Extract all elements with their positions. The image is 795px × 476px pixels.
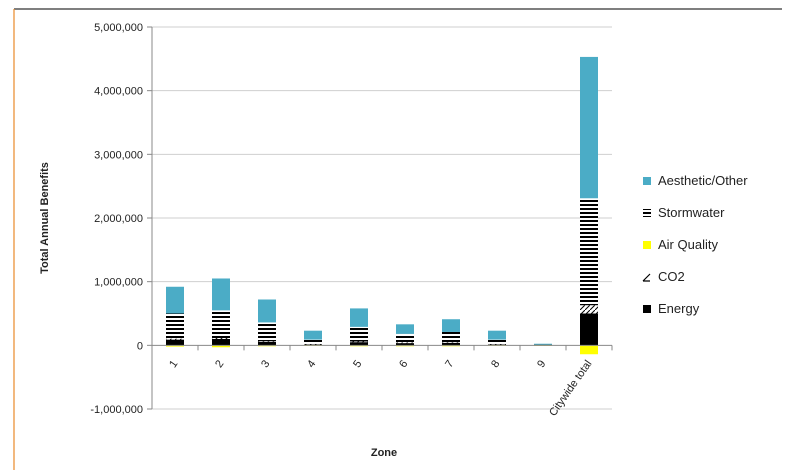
bar-segment-aesthetic-other [396, 324, 414, 334]
bar-segment-co2 [488, 344, 506, 345]
y-tick-label: 1,000,000 [94, 277, 143, 289]
gridlines [152, 26, 612, 410]
bar-segment-co2 [258, 341, 276, 342]
x-axis-title: Zone [371, 447, 397, 459]
bar-segment-aesthetic-other [350, 308, 368, 327]
bar-segment-co2 [304, 344, 322, 345]
bar-segment-aesthetic-other [304, 330, 322, 340]
x-tick-label: Citywide total [547, 358, 594, 418]
bar-segment-co2 [442, 342, 460, 343]
bar-segment-aesthetic-other [212, 278, 230, 311]
legend-item: Air Quality [643, 237, 718, 252]
y-tick-label: 0 [137, 340, 143, 352]
legend-swatch [643, 305, 651, 313]
y-tick-label: 2,000,000 [94, 213, 143, 225]
y-axis-title: Total Annual Benefits [39, 162, 51, 274]
bar-segment-air-quality [212, 345, 230, 348]
legend-label: CO2 [658, 269, 685, 284]
bar-segment-stormwater [166, 313, 184, 339]
legend-swatch [643, 241, 651, 249]
bar-segment-energy [166, 339, 184, 346]
bar-segment-aesthetic-other [258, 299, 276, 323]
y-tick-label: 4,000,000 [94, 86, 143, 98]
x-tick-label: 2 [213, 358, 226, 370]
x-tick-label: 4 [305, 358, 318, 370]
bar-segment-stormwater [442, 331, 460, 343]
bar-segment-stormwater [488, 339, 506, 345]
bar-segment-energy [258, 341, 276, 346]
legend-item: Stormwater [643, 205, 725, 220]
x-tick-label: 6 [397, 358, 410, 370]
bar-segment-stormwater [580, 198, 598, 306]
x-tick-label: 7 [443, 358, 456, 370]
bar-segment-energy [212, 338, 230, 346]
bar-segment-aesthetic-other [488, 330, 506, 340]
bar-segment-co2 [396, 342, 414, 344]
legend-item: Energy [643, 301, 700, 316]
bar-segment-aesthetic-other [442, 319, 460, 332]
bar-segment-co2 [350, 341, 368, 343]
bar-segment-co2 [580, 305, 598, 314]
bar-segment-energy [396, 343, 414, 346]
x-tick-label: 5 [351, 358, 364, 370]
y-axis-ticks: -1,000,000 0 1,000,000 2,000,000 3,000,000 4,… [90, 22, 152, 416]
x-tick-label: 3 [259, 358, 272, 370]
legend-label: Air Quality [658, 237, 718, 252]
y-tick-label: 5,000,000 [94, 22, 143, 34]
legend-label: Aesthetic/Other [658, 173, 748, 188]
bar-segment-stormwater [350, 326, 368, 342]
bar-segment-energy [350, 342, 368, 346]
x-tick-label: 9 [535, 358, 548, 370]
bar-segment-stormwater [396, 333, 414, 343]
bar-segment-co2 [212, 338, 230, 339]
bar-segment-aesthetic-other [534, 343, 552, 345]
legend-swatch [642, 273, 651, 282]
bars [151, 56, 613, 355]
bar-segment-stormwater [258, 322, 276, 342]
bar-segment-air-quality [580, 345, 598, 355]
bar-segment-stormwater [212, 310, 230, 339]
bar-segment-energy [580, 313, 598, 346]
legend: Aesthetic/Other Stormwater Air Quality CO2 E… [642, 173, 748, 316]
legend-swatch [643, 177, 651, 185]
legend-item: CO2 [642, 269, 685, 284]
y-tick-label: 3,000,000 [94, 149, 143, 161]
legend-label: Energy [658, 301, 700, 316]
bar-segment-aesthetic-other [580, 56, 598, 199]
bar-segment-aesthetic-other [166, 286, 184, 314]
bar-segment-stormwater [304, 339, 322, 345]
bar-segment-energy [442, 342, 460, 346]
legend-swatch [643, 209, 651, 217]
bar-segment-air-quality [166, 345, 184, 347]
legend-label: Stormwater [658, 205, 725, 220]
x-tick-label: 1 [167, 358, 180, 370]
y-tick-label: -1,000,000 [90, 404, 143, 416]
legend-item: Aesthetic/Other [643, 173, 748, 188]
bar-segment-co2 [166, 338, 184, 340]
x-tick-label: 8 [489, 358, 502, 370]
